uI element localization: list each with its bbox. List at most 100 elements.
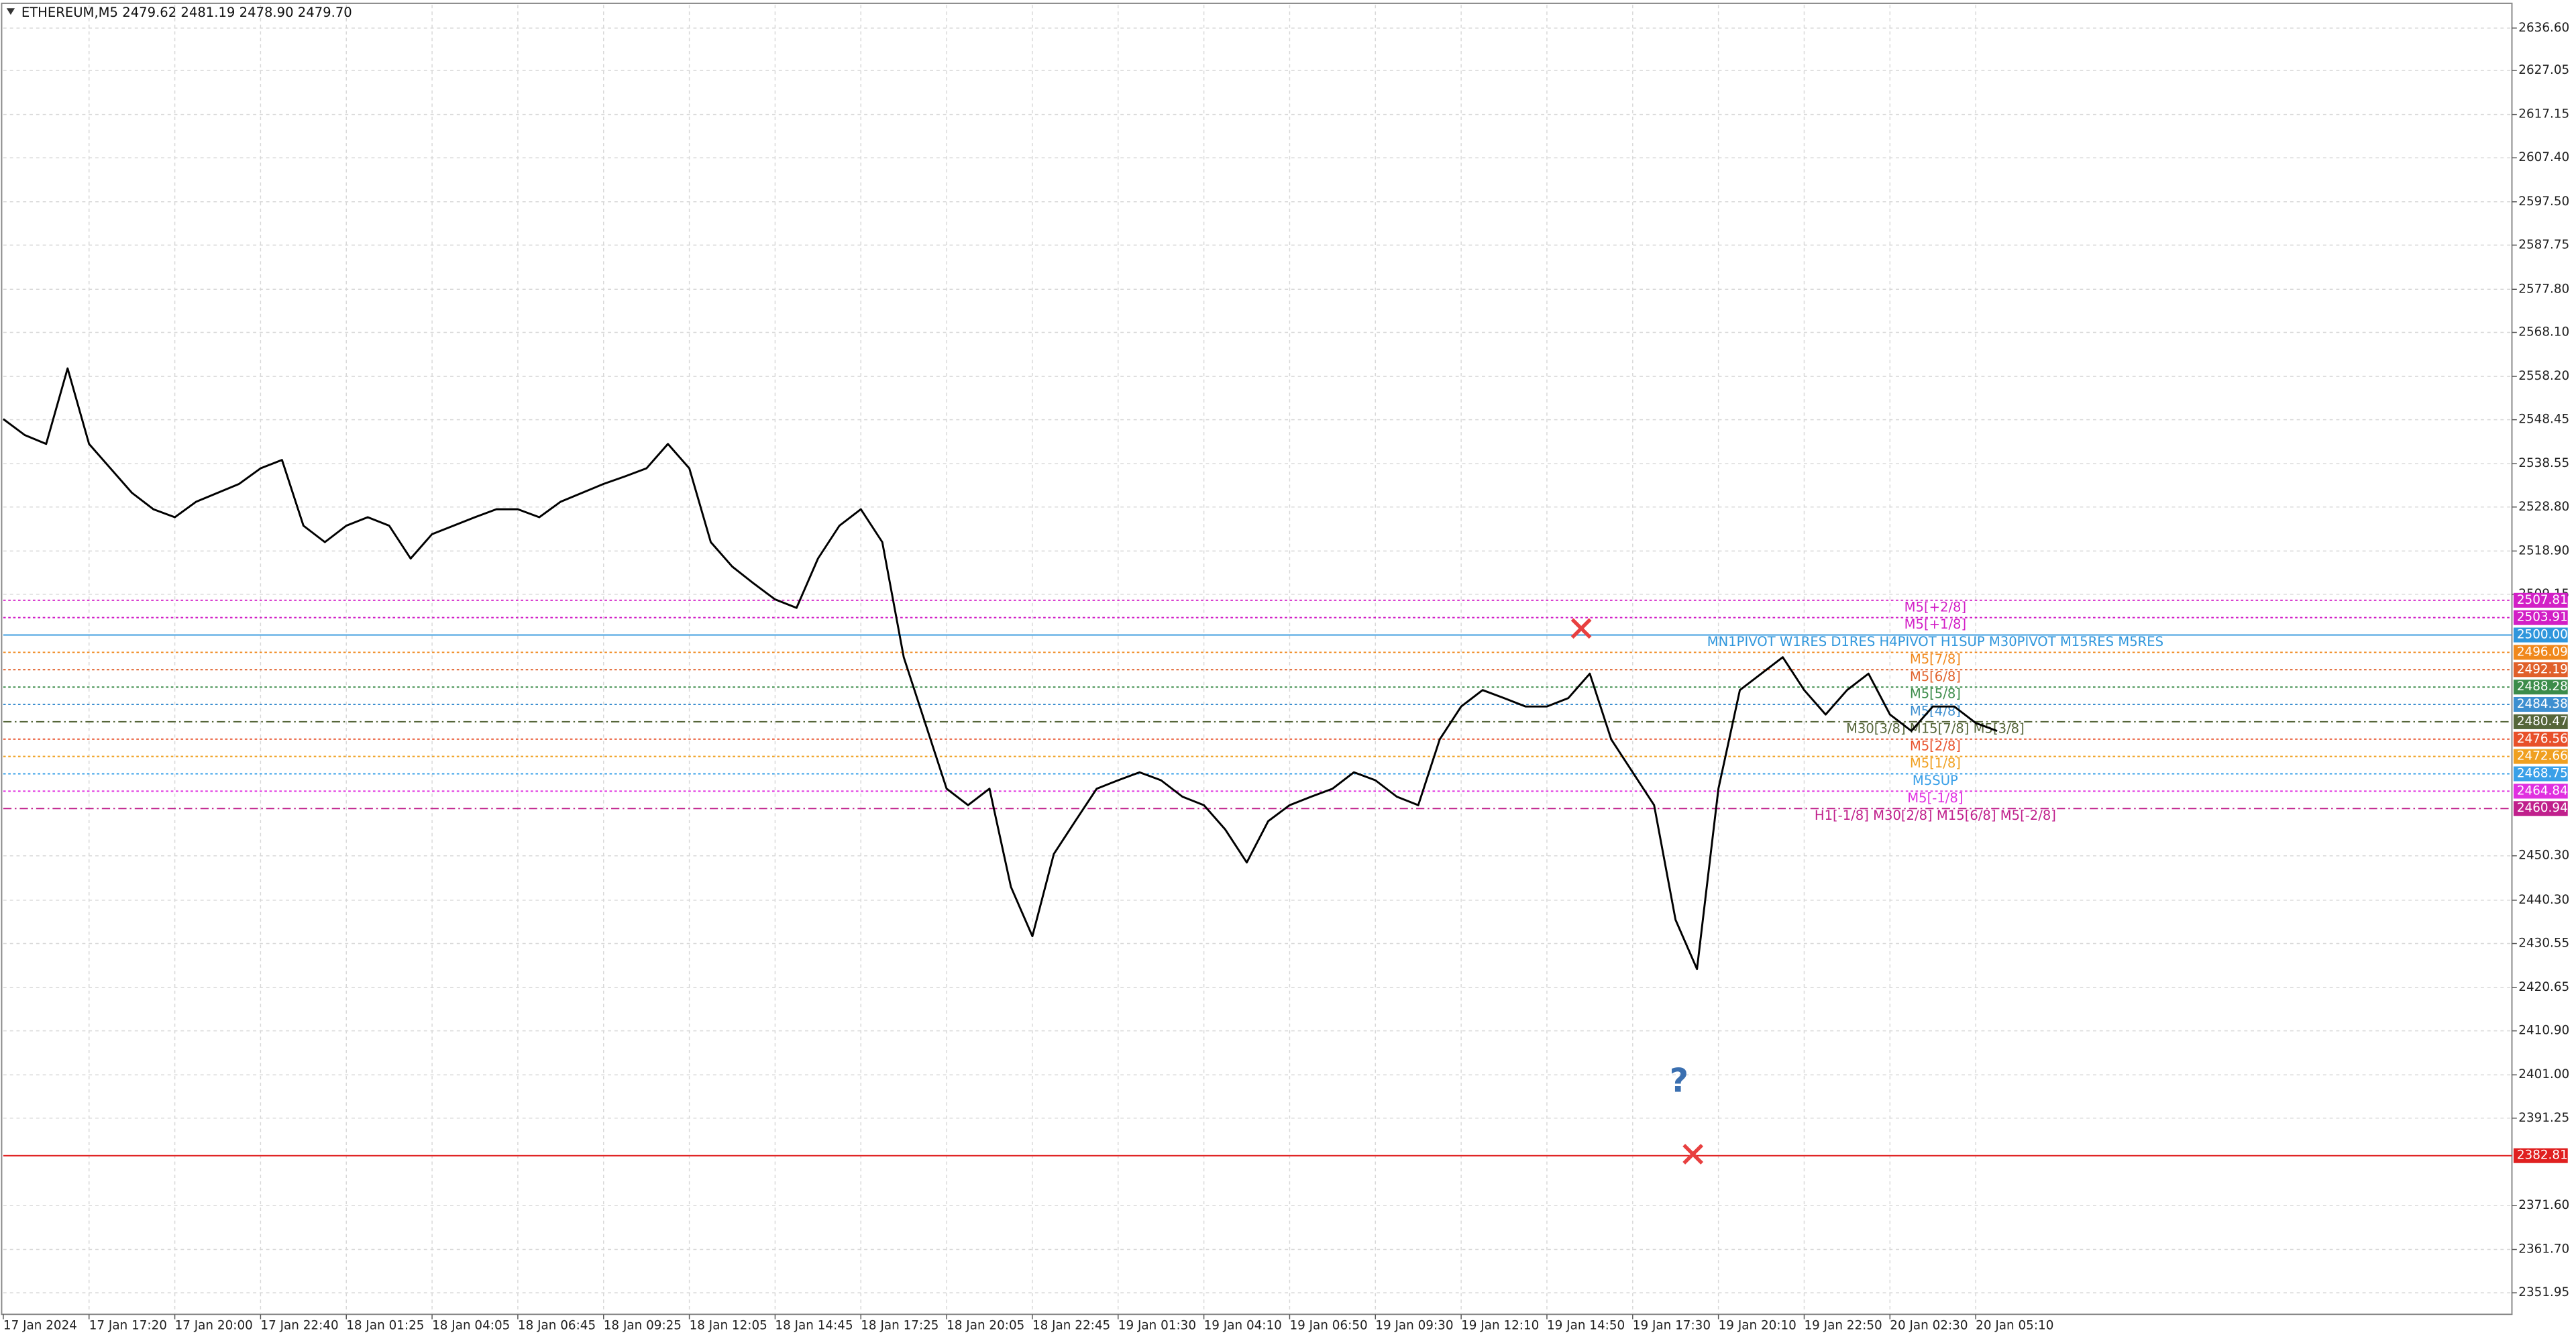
level-label: M30[3/8] M15[7/8] M5[3/8] xyxy=(1846,720,2025,736)
level-label: M5[7/8] xyxy=(1910,651,1961,667)
price-tag-label: 2496.09 xyxy=(2517,645,2568,659)
y-tick-label: 2636.60 xyxy=(2518,21,2569,35)
x-tick-label: 17 Jan 17:20 xyxy=(89,1318,167,1332)
x-tick-label: 18 Jan 17:25 xyxy=(861,1318,938,1332)
x-tick-label: 18 Jan 09:25 xyxy=(604,1318,682,1332)
x-tick-label: 19 Jan 17:30 xyxy=(1633,1318,1711,1332)
price-tag xyxy=(2513,696,2568,712)
y-tick-label: 2568.10 xyxy=(2518,325,2569,339)
x-tick-label: 19 Jan 20:10 xyxy=(1719,1318,1796,1332)
x-tick-label: 19 Jan 06:50 xyxy=(1289,1318,1367,1332)
question-marker: ? xyxy=(1670,1061,1688,1100)
plot-frame xyxy=(1,2,2513,1316)
y-tick-label: 2577.80 xyxy=(2518,282,2569,296)
y-tick-label: 2617.15 xyxy=(2518,107,2569,121)
y-tick-label: 2538.55 xyxy=(2518,456,2569,470)
price-tag-label: 2472.66 xyxy=(2517,749,2568,763)
price-tag xyxy=(2513,801,2568,816)
price-line xyxy=(3,367,1998,971)
y-tick-label: 2627.05 xyxy=(2518,63,2569,77)
price-axis: 2636.60 2627.05 2617.15 2607.40 2597.50 2587.… xyxy=(2512,21,2569,1299)
x-tick-label: 18 Jan 01:25 xyxy=(346,1318,424,1332)
x-tick-label: 20 Jan 05:10 xyxy=(1976,1318,2053,1332)
x-tick-label: 18 Jan 14:45 xyxy=(775,1318,853,1332)
x-tick-label: 19 Jan 14:50 xyxy=(1547,1318,1625,1332)
cross-marker xyxy=(1682,1144,1704,1165)
level-label: M5[+1/8] xyxy=(1904,617,1967,632)
levels: M5[+2/8] M5[+1/8] MN1PIVOT W1RES D1RES H4P… xyxy=(3,599,2512,1157)
x-tick-label: 18 Jan 22:45 xyxy=(1032,1318,1110,1332)
level-label: M5[6/8] xyxy=(1910,669,1961,684)
x-tick-label: 18 Jan 12:05 xyxy=(690,1318,767,1332)
price-tag-label: 2382.81 xyxy=(2517,1148,2568,1163)
y-tick-label: 2558.20 xyxy=(2518,369,2569,383)
level-label: M5[-1/8] xyxy=(1907,790,1963,806)
y-tick-label: 2391.25 xyxy=(2518,1111,2569,1125)
price-tag xyxy=(2513,662,2568,678)
y-tick-label: 2410.90 xyxy=(2518,1024,2569,1038)
price-tag xyxy=(2513,680,2568,695)
level-label: MN1PIVOT W1RES D1RES H4PIVOT H1SUP M30PI… xyxy=(1707,634,2163,649)
level-label: M5[+2/8] xyxy=(1904,599,1967,614)
price-tag-label: 2468.75 xyxy=(2517,767,2568,781)
y-tick-label: 2450.30 xyxy=(2518,849,2569,863)
x-tick-label: 17 Jan 2024 xyxy=(3,1318,77,1332)
x-tick-label: 20 Jan 02:30 xyxy=(1890,1318,1968,1332)
cross-marker xyxy=(1570,618,1592,639)
menu-icon[interactable] xyxy=(6,8,15,15)
x-tick-label: 19 Jan 04:10 xyxy=(1204,1318,1282,1332)
x-tick-label: 19 Jan 22:50 xyxy=(1804,1318,1882,1332)
y-tick-label: 2587.75 xyxy=(2518,237,2569,252)
price-tag-label: 2500.00 xyxy=(2517,628,2568,642)
price-tag xyxy=(2513,610,2568,625)
price-tag xyxy=(2513,749,2568,764)
x-tick-label: 18 Jan 04:05 xyxy=(432,1318,510,1332)
y-tick-label: 2528.80 xyxy=(2518,500,2569,514)
y-tick-label: 2518.90 xyxy=(2518,543,2569,557)
level-label: M5[1/8] xyxy=(1910,755,1961,771)
y-tick-label: 2440.30 xyxy=(2518,893,2569,907)
price-tag xyxy=(2513,592,2568,608)
x-tick-label: 19 Jan 12:10 xyxy=(1461,1318,1539,1332)
price-tag xyxy=(2513,731,2568,747)
price-tag-label: 2503.91 xyxy=(2517,610,2568,625)
price-tag xyxy=(2513,784,2568,799)
price-tag xyxy=(2513,645,2568,660)
x-tick-label: 18 Jan 20:05 xyxy=(947,1318,1024,1332)
plot: 17 Jan 2024 17 Jan 17:20 17 Jan 20:00 17 Ja… xyxy=(3,367,2053,1332)
y-tick-label: 2420.65 xyxy=(2518,980,2569,994)
y-tick-label: 2430.55 xyxy=(2518,936,2569,951)
x-tick-label: 18 Jan 06:45 xyxy=(518,1318,596,1332)
level-label: M5[2/8] xyxy=(1910,738,1961,753)
y-tick-label: 2548.45 xyxy=(2518,413,2569,427)
level-label: M5[5/8] xyxy=(1910,686,1961,702)
y-tick-label: 2351.95 xyxy=(2518,1285,2569,1299)
x-tick-label: 19 Jan 09:30 xyxy=(1375,1318,1453,1332)
level-label: H1[-1/8] M30[2/8] M15[6/8] M5[-2/8] xyxy=(1815,808,2056,823)
x-tick-label: 17 Jan 20:00 xyxy=(175,1318,253,1332)
price-tag-label: 2476.56 xyxy=(2517,732,2568,746)
level-label: M5SUP xyxy=(1913,773,1958,788)
chart-title: ETHEREUM,M5 2479.62 2481.19 2478.90 2479… xyxy=(21,5,352,20)
x-tick-label: 17 Jan 22:40 xyxy=(260,1318,338,1332)
grid xyxy=(3,5,2512,1315)
price-tag-label: 2480.47 xyxy=(2517,714,2568,729)
price-tag-label: 2492.19 xyxy=(2517,662,2568,676)
price-tag-label: 2488.28 xyxy=(2517,680,2568,694)
price-tag-label: 2484.38 xyxy=(2517,697,2568,711)
price-tag xyxy=(2513,766,2568,782)
x-tick-label: 19 Jan 01:30 xyxy=(1118,1318,1196,1332)
price-tag xyxy=(2513,1148,2568,1163)
price-tag xyxy=(2513,627,2568,643)
y-tick-label: 2607.40 xyxy=(2518,150,2569,164)
price-tag xyxy=(2513,714,2568,729)
y-tick-label: 2361.70 xyxy=(2518,1242,2569,1256)
price-tag-label: 2507.81 xyxy=(2517,593,2568,607)
price-tag-label: 2460.94 xyxy=(2517,801,2568,815)
y-tick-label: 2371.60 xyxy=(2518,1198,2569,1212)
y-tick-label: 2597.50 xyxy=(2518,195,2569,209)
price-tag-label: 2464.84 xyxy=(2517,784,2568,798)
y-tick-label: 2401.00 xyxy=(2518,1067,2569,1081)
